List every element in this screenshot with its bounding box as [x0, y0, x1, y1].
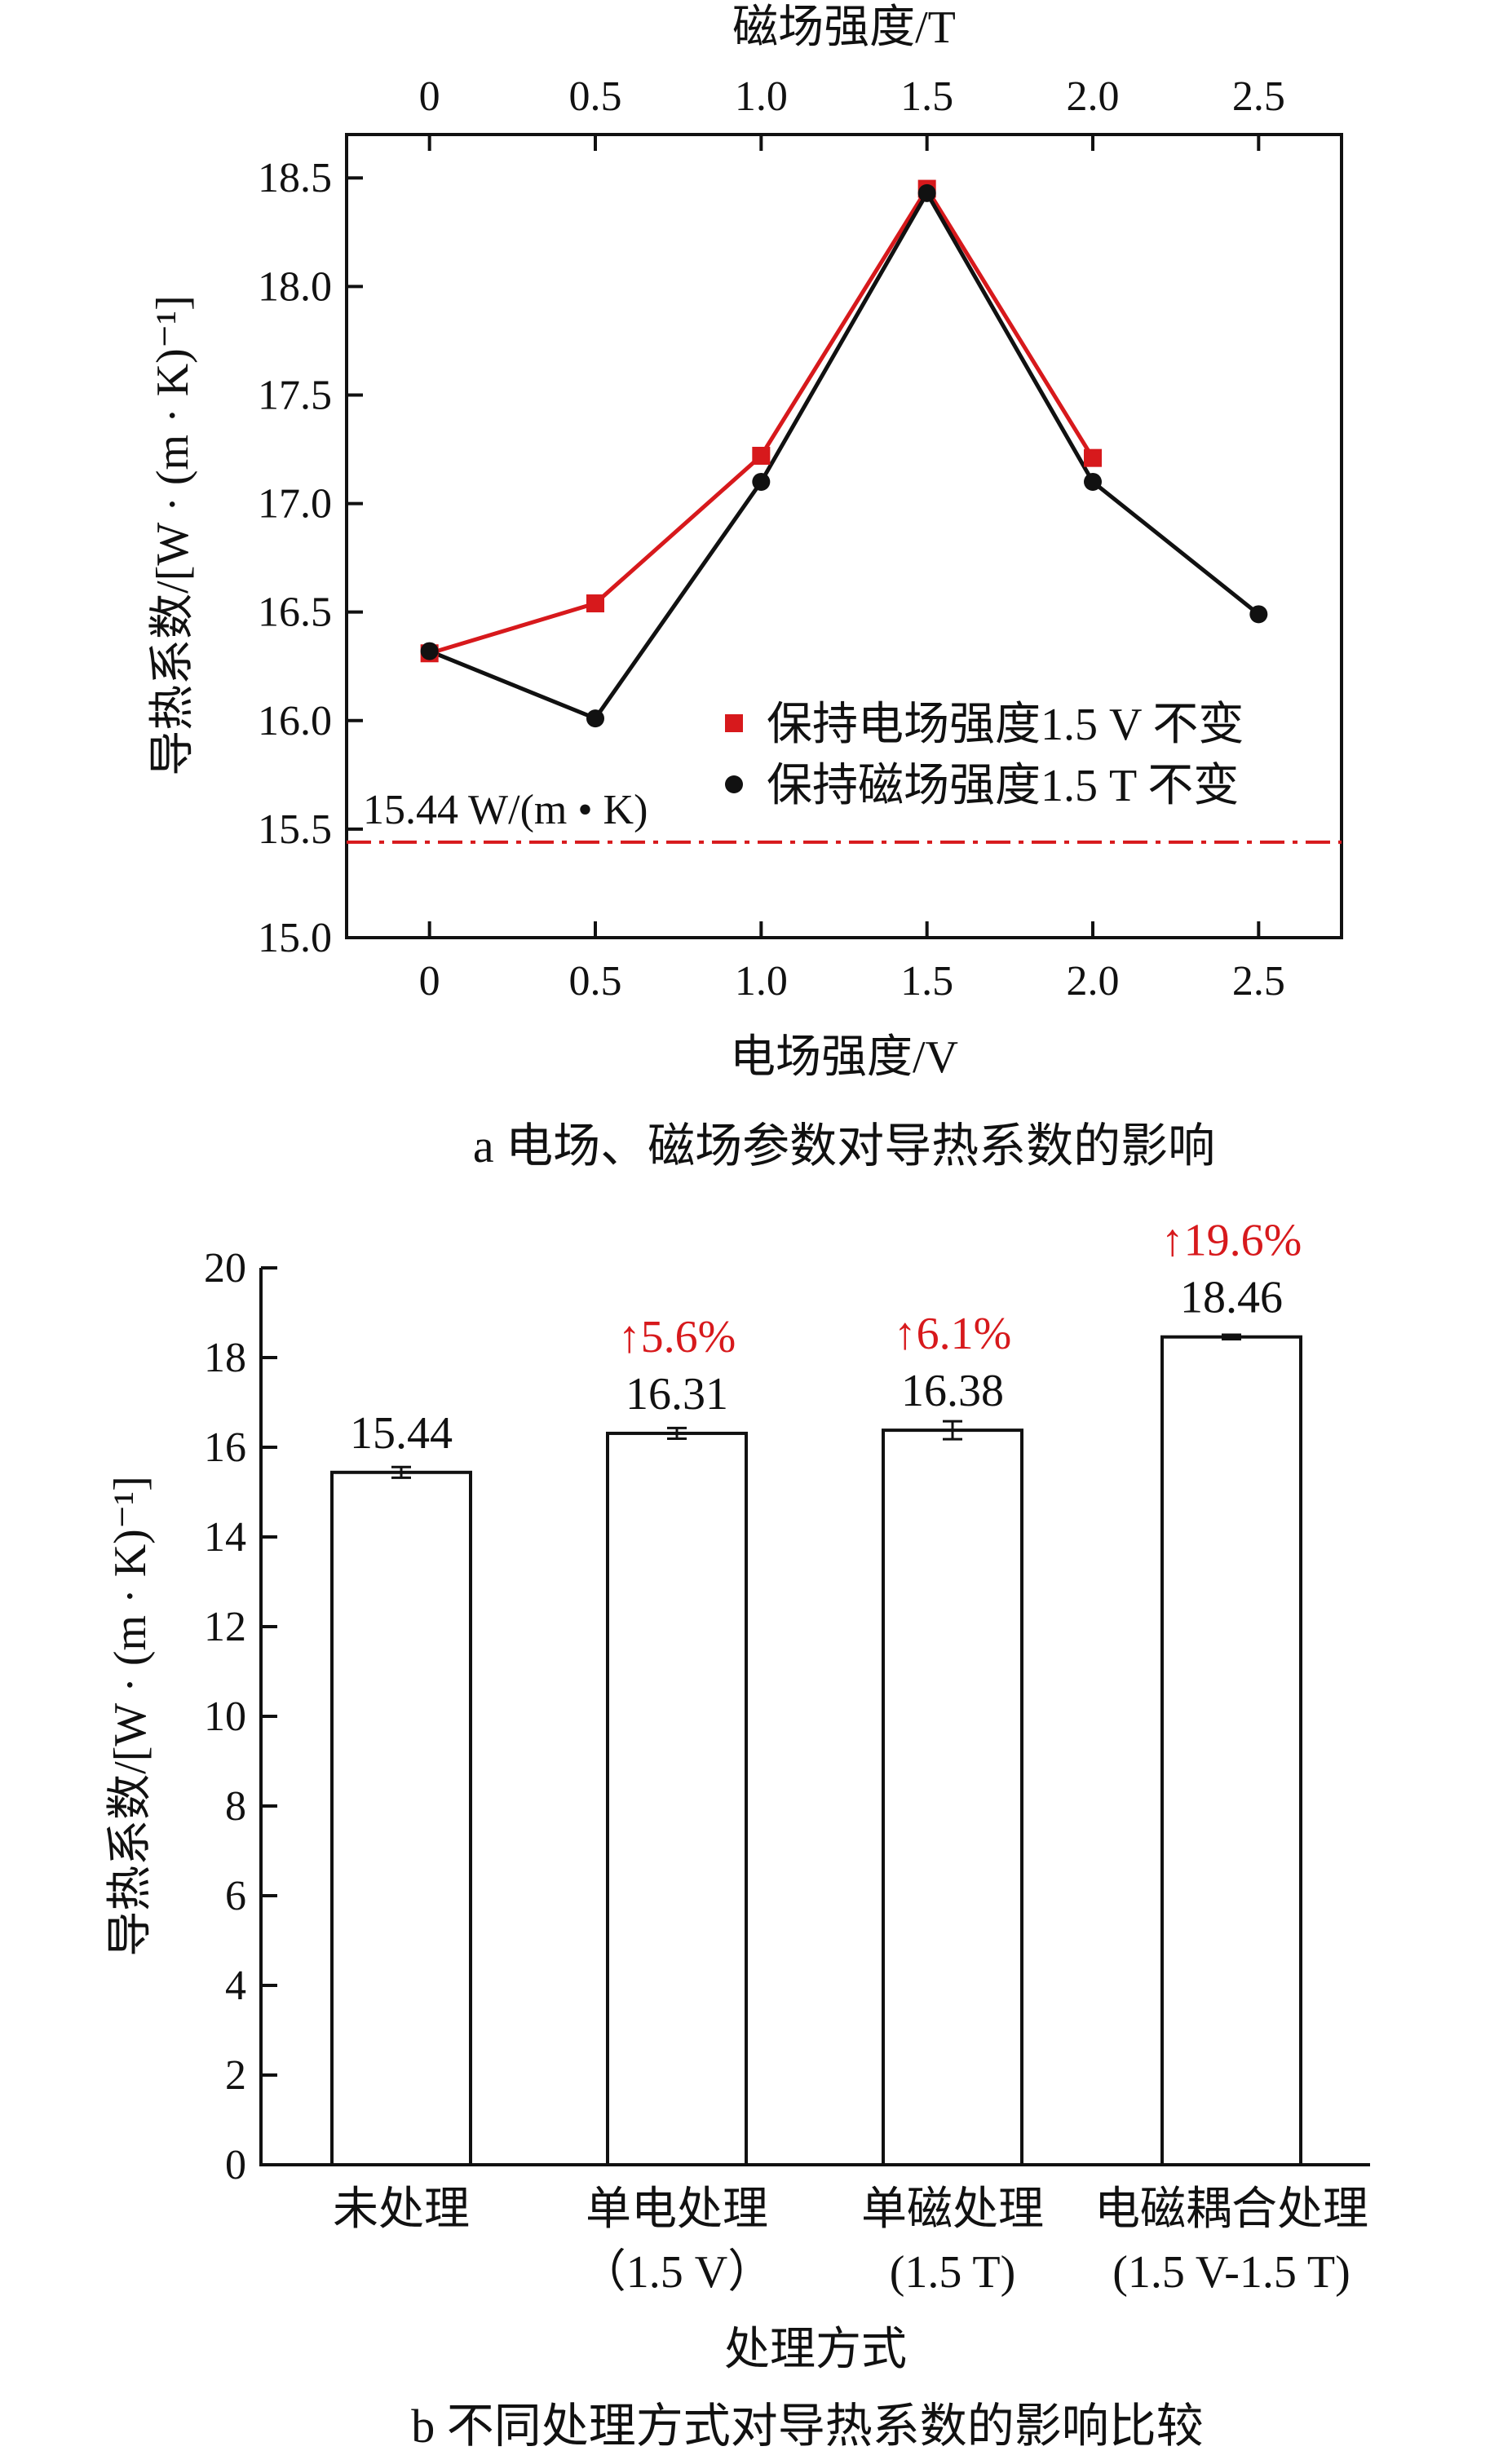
chart-a-series-line-1 — [428, 188, 1260, 722]
chart-b-category-label: 电磁耦合处理 — [1094, 2184, 1368, 2235]
chart-a-point-circle — [752, 472, 771, 491]
chart-a-y-tick-label: 17.5 — [258, 372, 332, 418]
chart-b-category-sublabel: （1.5 V） — [581, 2247, 773, 2298]
chart-a-y-tick-label: 18.0 — [258, 263, 332, 310]
chart-b-y-tick-label: 14 — [204, 1514, 246, 1561]
chart-b-y-tick-label: 4 — [225, 1963, 246, 2009]
chart-b-increase-label: ↑19.6% — [1161, 1216, 1302, 1266]
chart-a-caption: a 电场、磁场参数对导热系数的影响 — [473, 1119, 1215, 1172]
chart-a-legend-label: 保持磁场强度1.5 T 不变 — [767, 761, 1239, 811]
chart-b: 0 2 4 6 8 10 12 14 16 18 20 15.44 16.31 ↑5.6% 16.38 ↑6… — [105, 1216, 1370, 2453]
chart-b-increase-label: ↑6.1% — [894, 1309, 1012, 1359]
chart-a-point-circle — [420, 642, 439, 660]
chart-a: 15.0 15.5 16.0 16.5 17.0 17.5 18.0 18.5 0 0.5 1.0… — [148, 2, 1343, 1172]
chart-b-increase-label: ↑5.6% — [618, 1312, 736, 1362]
chart-b-y-tick-label: 18 — [204, 1335, 246, 1381]
chart-a-legend-marker-square — [725, 714, 743, 732]
chart-a-point-circle — [1249, 605, 1268, 624]
chart-a-x-tick-label: 2.5 — [1232, 958, 1285, 1005]
chart-a-x2-tick-label: 0 — [419, 73, 440, 120]
chart-b-category-label: 未处理 — [333, 2184, 470, 2235]
chart-b-y-tick-label: 6 — [225, 1873, 246, 1919]
chart-a-reference: 15.44 W/(m • K) — [347, 787, 1342, 844]
chart-a-x2-tick-label: 1.5 — [900, 73, 953, 120]
chart-b-category-label: 单电处理 — [586, 2184, 768, 2235]
chart-b-bar — [1160, 1335, 1302, 2166]
chart-a-series-line-0 — [428, 184, 1095, 656]
chart-b-x-axis-label: 处理方式 — [724, 2325, 907, 2375]
chart-a-x-axis-label: 电场强度/V — [730, 1032, 958, 1083]
chart-b-y-axis-label: 导热系数/[W · (m · K)⁻¹] — [105, 1476, 156, 1957]
chart-a-x2-tick-label: 0.5 — [569, 73, 622, 120]
chart-a-y-tick-label: 18.5 — [258, 155, 332, 201]
chart-a-y-ticks: 15.0 15.5 16.0 16.5 17.0 17.5 18.0 18.5 — [258, 155, 363, 961]
chart-b-bar — [330, 1470, 472, 2167]
chart-a-point-circle — [917, 183, 936, 202]
chart-a-reference-label: 15.44 W/(m • K) — [363, 787, 648, 833]
chart-a-legend-marker-circle — [725, 775, 743, 793]
chart-a-y-axis-label: 导热系数/[W · (m · K)⁻¹] — [148, 295, 198, 776]
chart-a-series — [420, 179, 1268, 728]
chart-a-point-square — [586, 594, 604, 613]
chart-a-x-tick-label: 0 — [419, 958, 440, 1005]
chart-a-x-tick-label: 1.0 — [735, 958, 788, 1005]
chart-a-plot-frame — [345, 133, 1343, 939]
chart-b-y-tick-label: 2 — [225, 2052, 246, 2099]
chart-b-value-label: 16.38 — [901, 1366, 1004, 1416]
chart-a-x2-axis-label: 磁场强度/T — [732, 2, 956, 53]
chart-a-x-ticks: 0 0.5 1.0 1.5 2.0 2.5 — [419, 921, 1285, 1005]
chart-a-y-tick-label: 16.0 — [258, 698, 332, 744]
chart-a-x-tick-label: 0.5 — [569, 958, 622, 1005]
chart-b-category-label: 单磁处理 — [861, 2184, 1044, 2235]
chart-a-x2-tick-label: 2.5 — [1232, 73, 1285, 120]
chart-b-y-tick-label: 16 — [204, 1424, 246, 1471]
chart-a-x-tick-label: 1.5 — [900, 958, 953, 1005]
chart-a-legend-label: 保持电场强度1.5 V 不变 — [767, 700, 1244, 750]
chart-b-y-tick-label: 8 — [225, 1783, 246, 1830]
chart-a-point-circle — [586, 709, 604, 728]
chart-b-bar — [606, 1431, 748, 2166]
chart-b-category-sublabel: (1.5 V-1.5 T) — [1112, 2247, 1350, 2298]
chart-b-y-tick-label: 0 — [225, 2142, 246, 2188]
chart-b-y-tick-label: 12 — [204, 1604, 246, 1650]
chart-a-x2-ticks: 0 0.5 1.0 1.5 2.0 2.5 — [419, 73, 1285, 151]
chart-b-caption: b 不同处理方式对导热系数的影响比较 — [411, 2400, 1204, 2453]
chart-b-category-sublabel: (1.5 T) — [890, 2247, 1016, 2298]
chart-a-y-tick-label: 16.5 — [258, 590, 332, 636]
chart-b-value-label: 15.44 — [350, 1408, 453, 1459]
chart-a-x2-tick-label: 1.0 — [735, 73, 788, 120]
chart-b-categories: 未处理 单电处理 （1.5 V） 单磁处理 (1.5 T) 电磁耦合处理 (1.5 V-1.… — [333, 2184, 1368, 2298]
chart-a-y-tick-label: 15.5 — [258, 806, 332, 853]
chart-a-point-square — [752, 447, 771, 465]
chart-a-point-square — [1084, 448, 1102, 467]
chart-b-bar — [882, 1429, 1023, 2166]
chart-b-y-ticks: 0 2 4 6 8 10 12 14 16 18 20 — [204, 1245, 277, 2188]
chart-b-bars: 15.44 16.31 ↑5.6% 16.38 ↑6.1% 18.46 ↑19.6% — [330, 1216, 1302, 2167]
chart-a-y-tick-label: 17.0 — [258, 481, 332, 528]
chart-a-x2-tick-label: 2.0 — [1067, 73, 1120, 120]
chart-a-y-tick-label: 15.0 — [258, 915, 332, 961]
chart-a-x-tick-label: 2.0 — [1067, 958, 1120, 1005]
chart-b-y-tick-label: 10 — [204, 1693, 246, 1740]
chart-b-value-label: 16.31 — [626, 1369, 728, 1420]
chart-b-y-tick-label: 20 — [204, 1245, 246, 1292]
chart-a-point-circle — [1084, 472, 1102, 491]
chart-b-value-label: 18.46 — [1180, 1273, 1283, 1323]
